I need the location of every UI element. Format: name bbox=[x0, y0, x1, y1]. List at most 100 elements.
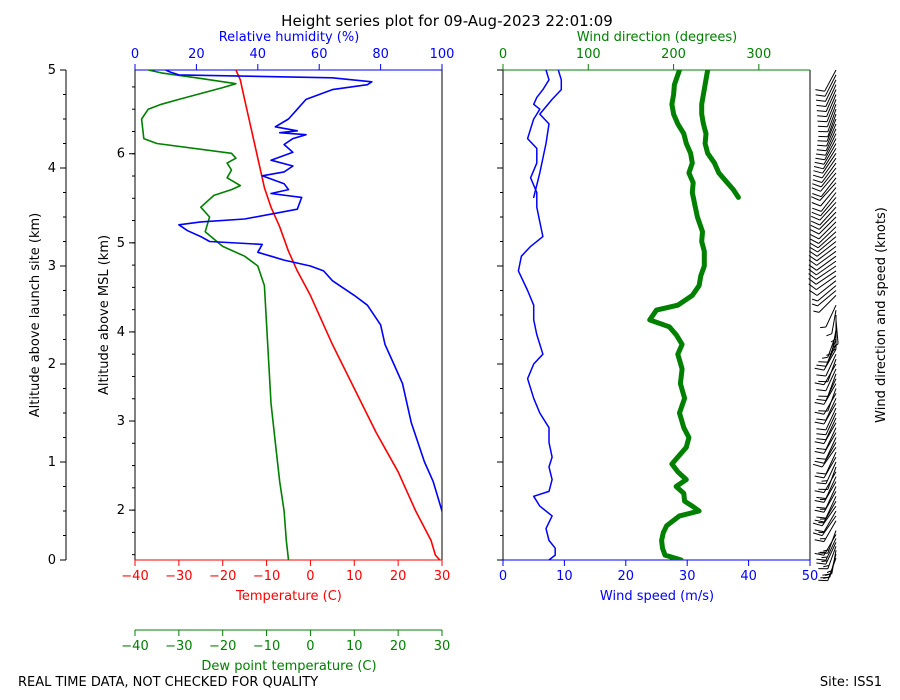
wind-barb-feather bbox=[813, 310, 820, 313]
wind-barb-shaft bbox=[824, 138, 837, 161]
wind-barb bbox=[810, 206, 837, 226]
wind-barb bbox=[818, 113, 837, 138]
wind-panel: 0 10 20 30 40 50 0 100 200 300 bbox=[497, 47, 818, 584]
wind-barb bbox=[816, 89, 837, 112]
wind-barb bbox=[808, 260, 837, 276]
wind-barb bbox=[816, 476, 837, 499]
wind-barb-shaft bbox=[819, 201, 837, 221]
wind-barb-shaft bbox=[816, 280, 837, 296]
wind-barb bbox=[811, 285, 837, 302]
wind-barb-shaft bbox=[820, 187, 837, 207]
wind-barb-feather bbox=[811, 303, 818, 307]
wind-barb-feather bbox=[817, 115, 827, 118]
wind-barb-feather bbox=[812, 183, 822, 188]
temperature-tick-label: 10 bbox=[346, 569, 363, 584]
y-outer-tick-label: 2 bbox=[48, 357, 56, 372]
dewpoint-tick-label: 10 bbox=[346, 639, 363, 654]
wind-barb-shaft bbox=[823, 442, 837, 464]
wind-barb-shaft bbox=[821, 447, 837, 468]
wind-barb-shaft bbox=[820, 197, 837, 217]
wind-barb bbox=[815, 74, 837, 97]
wind-barb-feather bbox=[814, 475, 825, 479]
rh-tick-label: 20 bbox=[188, 47, 205, 62]
wind-barb-feather bbox=[815, 157, 825, 161]
wind-barb-feather bbox=[821, 480, 828, 482]
wind-barb-feather bbox=[812, 179, 823, 183]
wind-direction-tick-label: 200 bbox=[661, 47, 686, 62]
wind-barb-shaft bbox=[823, 432, 837, 454]
wind-barb-shaft bbox=[825, 437, 837, 460]
wind-barb bbox=[816, 538, 837, 561]
wind-barb bbox=[814, 422, 837, 445]
dewpoint-axis-label: Dew point temperature (C) bbox=[201, 659, 376, 674]
wind-barb-feather bbox=[815, 89, 825, 92]
wind-barb-shaft bbox=[823, 534, 837, 556]
wind-barb-feather bbox=[833, 343, 839, 348]
wind-barb bbox=[808, 270, 837, 285]
wind-barb bbox=[812, 177, 837, 198]
wind-barb-feather bbox=[814, 451, 825, 454]
relative-humidity-line bbox=[165, 70, 442, 514]
wind-barb bbox=[814, 432, 837, 454]
wind-barb-feather bbox=[815, 94, 826, 97]
wind-barb-shaft bbox=[827, 546, 837, 569]
wind-barb-shaft bbox=[826, 118, 837, 142]
wind-barb bbox=[816, 542, 837, 565]
wind-barb-shaft bbox=[823, 500, 837, 523]
wind-barb bbox=[816, 437, 837, 460]
wind-barb-feather bbox=[808, 255, 818, 262]
wind-barb-shaft bbox=[826, 104, 837, 127]
wind-barb bbox=[816, 486, 837, 509]
wind-barb bbox=[818, 466, 837, 490]
wind-barb-feather bbox=[816, 438, 826, 441]
wind-barb-shaft bbox=[826, 123, 837, 147]
wind-barb bbox=[813, 148, 837, 170]
wind-direction-tick-label: 0 bbox=[499, 47, 507, 62]
temperature-tick-label: −10 bbox=[253, 569, 280, 584]
wind-barb-shaft bbox=[825, 461, 837, 485]
wind-barb-shaft bbox=[825, 427, 837, 450]
wind-barb-shaft bbox=[818, 295, 837, 313]
wind-direction-axis-label: Wind direction (degrees) bbox=[577, 30, 737, 45]
wind-barb-shaft bbox=[816, 241, 837, 257]
wind-barb-feather bbox=[816, 506, 826, 509]
wind-barb-shaft bbox=[827, 466, 837, 490]
rh-tick-label: 60 bbox=[311, 47, 328, 62]
wind-barb-feather bbox=[808, 250, 818, 257]
wind-barb-feather bbox=[809, 242, 819, 249]
wind-barb bbox=[816, 451, 837, 475]
wind-barb-feather bbox=[823, 549, 830, 552]
wind-barb bbox=[816, 407, 837, 431]
wind-barb-shaft bbox=[821, 157, 837, 179]
wind-barb-feather bbox=[808, 268, 817, 276]
wind-barb bbox=[816, 427, 837, 450]
wind-barb bbox=[816, 461, 837, 485]
wind-barb-feather bbox=[830, 338, 837, 343]
wind-barb-shaft bbox=[817, 285, 837, 302]
wind-barb bbox=[809, 236, 837, 253]
wind-speed-tick-label: 40 bbox=[740, 569, 757, 584]
dewpoint-tick-label: −10 bbox=[253, 639, 280, 654]
wind-barb-shaft bbox=[817, 290, 837, 307]
wind-barb-shaft bbox=[831, 329, 837, 354]
wind-barb bbox=[808, 245, 837, 262]
wind-barb-feather bbox=[810, 234, 820, 240]
wind-barb-shaft bbox=[825, 304, 837, 328]
wind-barb-feather bbox=[821, 560, 828, 562]
temperature-tick-label: 20 bbox=[390, 569, 407, 584]
wind-barb-feather bbox=[816, 428, 826, 431]
wind-barb-shaft bbox=[825, 89, 837, 112]
temperature-tick-label: 30 bbox=[434, 569, 451, 584]
wind-barb-shaft bbox=[825, 368, 837, 391]
wind-barb-feather bbox=[814, 500, 825, 503]
wind-barb-shaft bbox=[825, 398, 837, 421]
wind-barb bbox=[811, 290, 837, 307]
wind-barb-feather bbox=[816, 516, 826, 519]
wind-direction-line bbox=[699, 70, 741, 200]
wind-barb-shaft bbox=[823, 422, 837, 444]
wind-barb-shaft bbox=[816, 255, 837, 271]
wind-barb-feather bbox=[816, 374, 826, 377]
y-inner-tick-label: 4 bbox=[117, 325, 125, 340]
wind-barb-shaft bbox=[823, 491, 837, 513]
wind-barb-shaft bbox=[827, 530, 837, 554]
